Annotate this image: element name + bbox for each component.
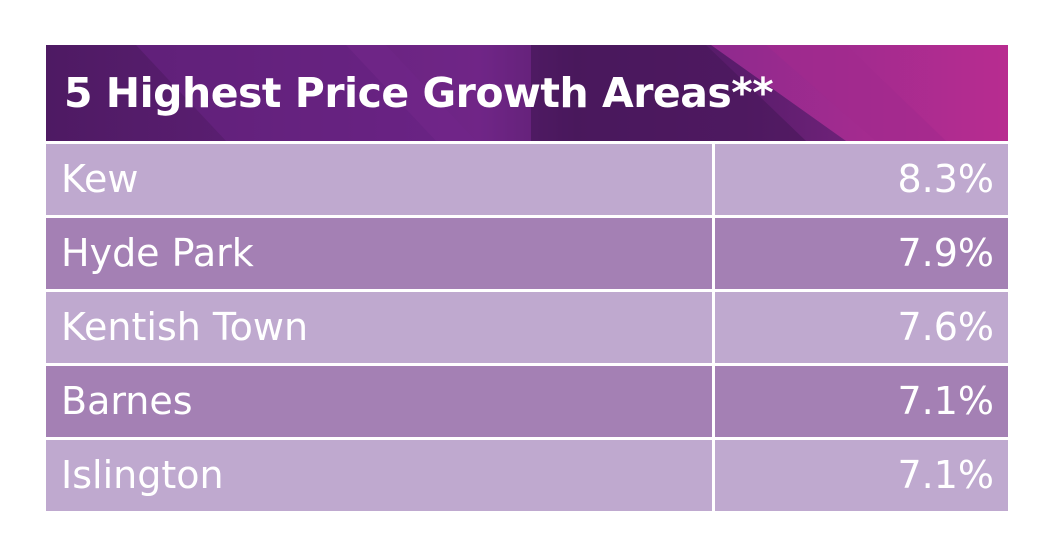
area-name: Islington [46, 440, 715, 511]
growth-value: 7.9% [897, 231, 994, 275]
area-name: Barnes [46, 366, 715, 437]
growth-value: 7.1% [897, 453, 994, 497]
area-name: Kew [46, 144, 715, 215]
growth-value: 8.3% [897, 157, 994, 201]
table-row: Hyde Park 7.9% [46, 215, 1008, 289]
table-row: Kentish Town 7.6% [46, 289, 1008, 363]
table-title: 5 Highest Price Growth Areas** [64, 69, 774, 117]
area-name: Kentish Town [46, 292, 715, 363]
growth-value: 7.6% [897, 305, 994, 349]
table-row: Kew 8.3% [46, 144, 1008, 215]
growth-value: 7.1% [897, 379, 994, 423]
table-header: 5 Highest Price Growth Areas** [46, 45, 1008, 141]
header-background [46, 45, 1008, 141]
price-growth-table: 5 Highest Price Growth Areas** Kew 8.3% … [46, 45, 1008, 511]
table-body: Kew 8.3% Hyde Park 7.9% Kentish Town 7.6… [46, 144, 1008, 511]
table-row: Islington 7.1% [46, 437, 1008, 511]
table-row: Barnes 7.1% [46, 363, 1008, 437]
area-name: Hyde Park [46, 218, 715, 289]
